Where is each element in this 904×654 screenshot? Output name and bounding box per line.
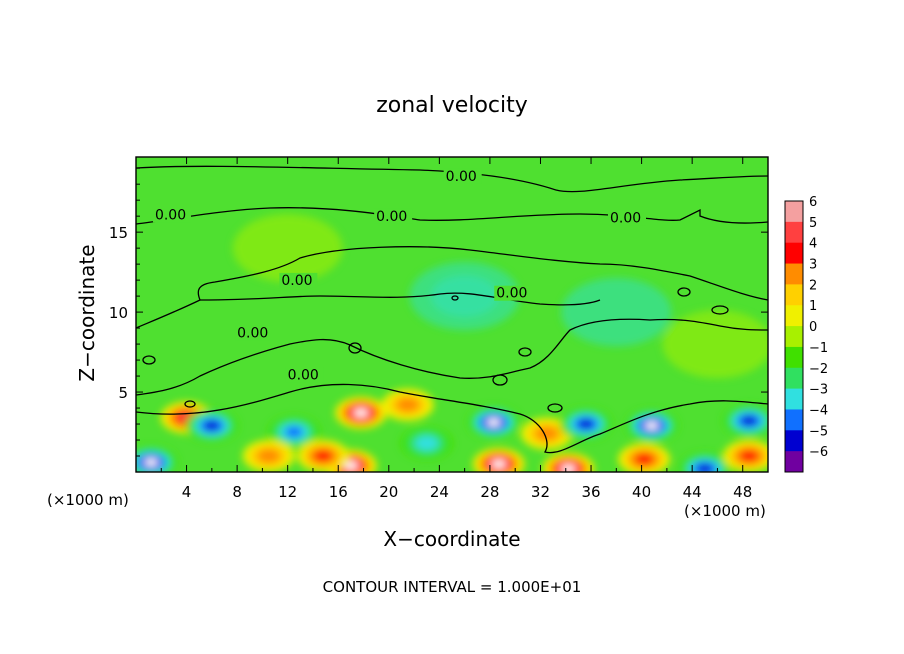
contour-label-bg	[374, 208, 413, 224]
contour-label-bg	[443, 168, 482, 184]
contour-label: 0.00	[281, 273, 312, 289]
y-tick-label: 5	[118, 384, 128, 402]
y-axis-label: Z−coordinate	[75, 244, 99, 381]
field-feature-15-level-5	[697, 464, 713, 472]
colorbar: 6 5 4 3 2 1 0 −1 −2 −3 −4 −5 −6	[784, 195, 828, 473]
colorbar-swatch	[785, 409, 803, 431]
field-feature-21-level-1	[561, 278, 672, 347]
colorbar-label: 6	[809, 195, 817, 210]
zero-contours	[136, 165, 768, 454]
contour-label: 0.00	[237, 326, 268, 342]
field-feature-12-level-5	[578, 419, 594, 429]
x-unit-left: (×1000 m)	[47, 491, 129, 509]
contour-label: 0.00	[610, 211, 641, 227]
tick-marks	[136, 157, 769, 472]
colorbar-label: −3	[809, 383, 828, 398]
field-feature-3-level-4	[285, 426, 303, 438]
contour-label: 0.00	[496, 286, 527, 302]
colorbar-label: −5	[809, 424, 828, 439]
x-tick-label: 40	[632, 483, 651, 501]
colorbar-swatch	[785, 451, 803, 473]
x-tick-label: 28	[480, 483, 499, 501]
colorbar-label: −6	[809, 445, 828, 460]
contour-label: 0.00	[155, 207, 186, 223]
x-tick-label: 4	[182, 483, 192, 501]
plot-area: 0.00 0.00 0.00 0.00 0.00 0.00 0.00 0.00	[136, 157, 768, 472]
field-feature-13-core	[644, 421, 659, 430]
colorbar-swatch	[785, 326, 803, 348]
colorbar-swatch	[785, 201, 803, 223]
colorbar-swatch	[785, 284, 803, 306]
field-feature-4-core	[353, 408, 368, 417]
field-feature-8-core	[486, 418, 501, 427]
field-feature-2-level-5	[204, 421, 220, 431]
contour-label-bg	[494, 285, 533, 301]
chart-title: zonal velocity	[376, 93, 528, 118]
contour-label-bg	[279, 272, 318, 288]
field-feature-14-level-4	[635, 453, 654, 465]
field-feature-23-level-1	[662, 309, 768, 379]
colorbar-label: 3	[809, 258, 817, 273]
field-feature-19-level-3	[396, 397, 420, 413]
x-tick-label: 20	[379, 483, 398, 501]
colorbar-frame	[784, 200, 804, 473]
x-tick-label: 16	[329, 483, 348, 501]
x-tick-label: 24	[430, 483, 449, 501]
field-feature-20-level-2	[430, 275, 499, 318]
field-feature-17-level-4	[740, 450, 759, 462]
y-tick-label: 15	[109, 224, 128, 242]
x-tick-label: 8	[232, 483, 242, 501]
colorbar-swatch	[785, 242, 803, 265]
field-feature-10-level-3	[535, 426, 559, 441]
colorbar-label: 1	[809, 299, 817, 314]
x-axis-label: X−coordinate	[383, 527, 520, 551]
colorbar-label: 0	[809, 320, 817, 335]
x-unit-right: (×1000 m)	[684, 502, 766, 520]
colorbar-label: 2	[809, 278, 817, 293]
x-tick-label: 48	[733, 483, 752, 501]
colorbar-label: 5	[809, 216, 817, 231]
field-feature-5-core	[343, 461, 358, 470]
field-feature-16-level-5	[741, 416, 757, 426]
colorbar-label: −4	[809, 403, 828, 418]
field-feature-9-core	[491, 460, 506, 469]
x-tick-label: 12	[278, 483, 297, 501]
colorbar-swatch	[785, 430, 803, 452]
y-tick-label: 10	[109, 304, 128, 322]
colorbar-swatch	[785, 305, 803, 327]
x-tick-label: 32	[531, 483, 550, 501]
contour-label-bg	[285, 367, 324, 383]
x-tick-label: 36	[581, 483, 600, 501]
contour-label-bg	[235, 325, 274, 341]
contour-label: 0.00	[376, 209, 407, 225]
field-feature-18-level-3	[257, 448, 281, 464]
contour-label-bg	[608, 210, 646, 226]
x-tick-labels: 4 8 12 16 20 24 28 32 36 40 44 48	[182, 483, 752, 501]
field-feature-7-level-3	[415, 436, 439, 451]
field-feature-1-core	[144, 458, 159, 467]
field-feature-11-core	[561, 464, 576, 472]
colorbar-swatch	[785, 346, 803, 369]
colorbar-swatch	[785, 263, 803, 285]
colorbar-label: −1	[809, 341, 828, 356]
plot-frame	[135, 156, 769, 473]
colorbar-label: −2	[809, 362, 828, 377]
field-feature-22-level-1	[232, 214, 343, 283]
field-features	[136, 214, 768, 472]
y-tick-labels: 5 10 15	[109, 224, 128, 402]
contour-labels: 0.00 0.00 0.00 0.00 0.00 0.00 0.00 0.00	[152, 168, 646, 383]
colorbar-swatch	[785, 367, 803, 390]
contour-label: 0.00	[288, 367, 319, 383]
contour-label-bg	[152, 207, 191, 223]
colorbar-swatch	[785, 388, 803, 410]
contour-interval-footer: CONTOUR INTERVAL = 1.000E+01	[323, 578, 582, 596]
contour-label: 0.00	[446, 169, 477, 185]
colorbar-label: 4	[809, 237, 817, 252]
colorbar-swatch	[785, 221, 803, 244]
field-feature-6-level-4	[314, 450, 333, 462]
x-tick-label: 44	[683, 483, 702, 501]
